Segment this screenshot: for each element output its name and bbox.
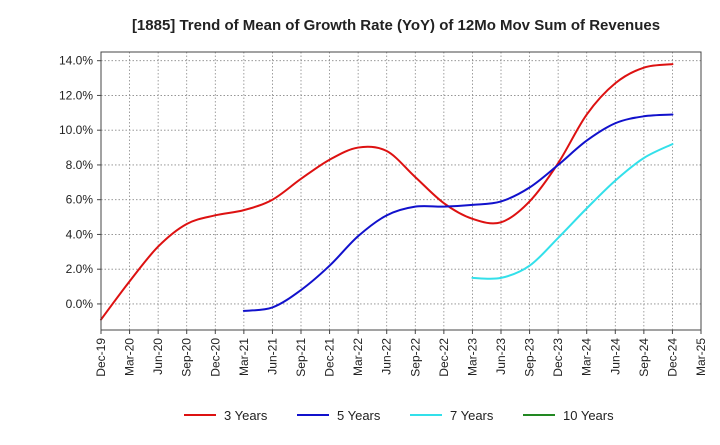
plot-frame (100, 51, 702, 331)
legend: 3 Years 5 Years 7 Years 10 Years (184, 408, 614, 423)
y-tick-label: 10.0% (59, 123, 93, 137)
x-tick-label: Mar-20 (123, 338, 137, 376)
x-tick-label: Jun-21 (265, 338, 279, 375)
y-tick-label: 14.0% (59, 54, 93, 68)
y-tick-label: 6.0% (66, 193, 94, 207)
x-tick-label: Mar-22 (351, 338, 365, 376)
series-layer (100, 63, 674, 321)
x-tick-label: Jun-23 (494, 338, 508, 375)
y-tick-label: 0.0% (66, 297, 94, 311)
x-tick-label: Dec-20 (208, 338, 222, 377)
legend-label-7-years: 7 Years (450, 408, 494, 423)
x-tick-label: Dec-24 (665, 338, 679, 377)
series-line-7-years (471, 143, 674, 280)
x-tick-label: Sep-20 (180, 338, 194, 377)
x-tick-label: Dec-19 (94, 338, 108, 377)
x-tick-label: Mar-24 (580, 338, 594, 376)
x-tick-label: Jun-24 (608, 338, 622, 375)
x-tick-label: Sep-22 (408, 338, 422, 377)
x-tick-label: Jun-22 (380, 338, 394, 375)
x-tick-label: Sep-23 (523, 338, 537, 377)
x-tick-label: Mar-21 (237, 338, 251, 376)
y-tick-label: 2.0% (66, 262, 94, 276)
y-tick-label: 12.0% (59, 88, 93, 102)
grid-layer (100, 52, 702, 330)
legend-label-5-years: 5 Years (337, 408, 381, 423)
x-tick-label: Jun-20 (151, 338, 165, 375)
y-tick-label: 4.0% (66, 227, 94, 241)
x-tick-label: Sep-24 (637, 338, 651, 377)
legend-label-10-years: 10 Years (563, 408, 614, 423)
y-tick-label: 8.0% (66, 158, 94, 172)
chart-title: [1885] Trend of Mean of Growth Rate (YoY… (132, 17, 660, 34)
x-tick-label: Mar-23 (465, 338, 479, 376)
axis-layer: Dec-19 Mar-20 Jun-20 Sep-20 Dec-20 Mar-21 Jun-… (59, 54, 708, 377)
x-tick-label: Dec-21 (323, 338, 337, 377)
x-tick-label: Sep-21 (294, 338, 308, 377)
legend-label-3-years: 3 Years (224, 408, 268, 423)
series-line-5-years (242, 113, 674, 312)
x-tick-label: Mar-25 (694, 338, 708, 376)
series-line-3-years (100, 63, 674, 321)
x-tick-label: Dec-23 (551, 338, 565, 377)
x-tick-label: Dec-22 (437, 338, 451, 377)
